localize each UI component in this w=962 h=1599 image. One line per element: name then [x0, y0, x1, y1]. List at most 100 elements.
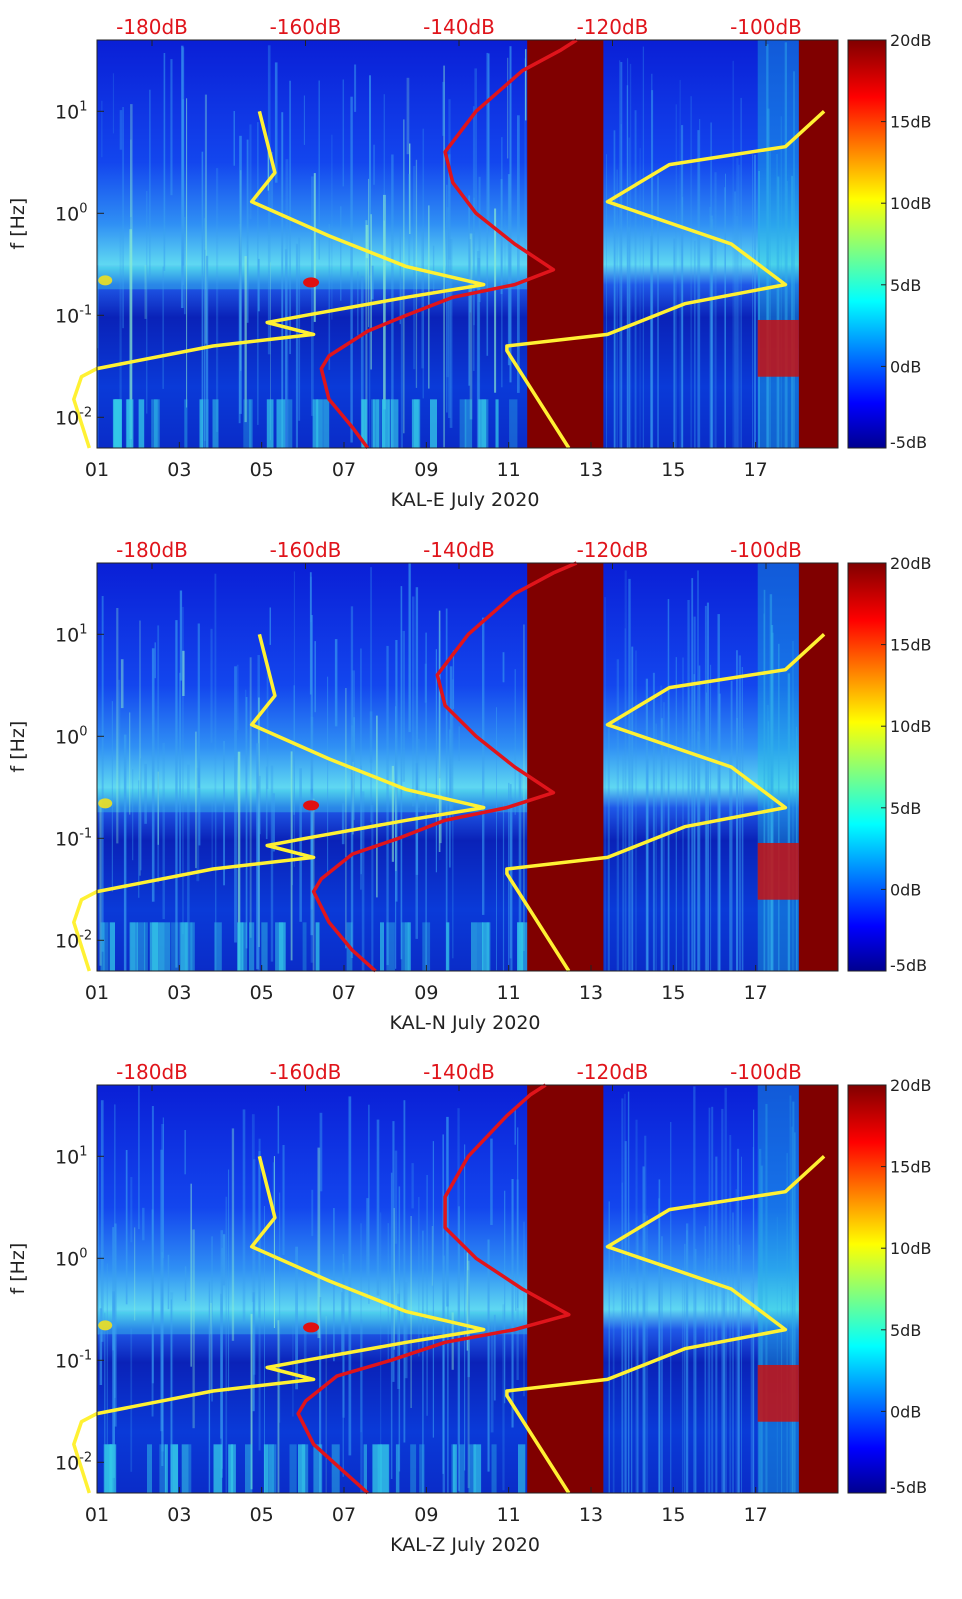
lf-block [104, 1444, 113, 1494]
streak [741, 1156, 742, 1493]
streak [738, 1244, 740, 1493]
streak [196, 767, 200, 882]
x-tick-label: 03 [167, 459, 191, 481]
streak [393, 1208, 395, 1350]
streak [736, 158, 739, 448]
streak [667, 599, 670, 971]
streak [646, 1215, 649, 1493]
streak [670, 1122, 672, 1493]
streak [319, 1297, 322, 1493]
streak [675, 104, 677, 449]
axes-box [96, 562, 839, 972]
streak [753, 154, 756, 448]
streak [628, 137, 631, 448]
streak [242, 1109, 246, 1322]
streak [386, 645, 389, 966]
streak [523, 624, 525, 951]
streak [112, 73, 114, 134]
streak [650, 236, 653, 448]
streak [234, 666, 237, 943]
streak [621, 1182, 623, 1493]
top-axis-label: -180dB [116, 1060, 188, 1084]
streak [635, 1119, 638, 1493]
streak [791, 1126, 793, 1493]
streak [208, 1281, 211, 1493]
streak [724, 1087, 727, 1493]
colorbar-label: -5dB [890, 956, 927, 975]
streak [457, 1108, 460, 1493]
x-tick-label: 07 [332, 459, 356, 481]
lf-block [468, 1444, 477, 1494]
colorbar-label: 10dB [890, 1239, 932, 1258]
lf-block [266, 399, 274, 449]
hot-spot [98, 798, 113, 809]
data-gap-2 [798, 40, 838, 448]
noisy-block [757, 319, 799, 377]
streak [360, 648, 362, 890]
streak [422, 1230, 424, 1493]
streak [409, 143, 411, 234]
streak [104, 1312, 106, 1493]
streak [352, 670, 355, 820]
streak [452, 650, 455, 709]
streak [681, 196, 684, 448]
streak [395, 640, 398, 902]
x-tick-label: 15 [661, 982, 685, 1004]
streak [204, 249, 206, 441]
streak [154, 642, 156, 679]
streak [447, 1273, 449, 1493]
streak [182, 650, 185, 696]
streak [140, 758, 142, 871]
streak [215, 799, 217, 971]
y-tick-label: 100 [55, 724, 87, 748]
top-axis-label: -160dB [270, 15, 342, 39]
x-tick-label: 17 [744, 982, 768, 1004]
x-tick-label: 03 [167, 1504, 191, 1526]
streak [397, 1293, 400, 1389]
streak [293, 571, 295, 867]
streak [679, 79, 681, 449]
x-tick-label: 07 [332, 1504, 356, 1526]
streak [197, 623, 200, 788]
streak [435, 649, 437, 873]
lf-block [144, 922, 148, 972]
lf-block [130, 922, 138, 972]
lf-block [331, 1444, 340, 1494]
streak [753, 1109, 755, 1493]
streak [266, 667, 269, 790]
lf-block [181, 1444, 189, 1494]
lf-block [147, 1444, 152, 1494]
lf-block [377, 1444, 382, 1494]
streak [651, 73, 653, 449]
streak [163, 53, 166, 271]
streak [624, 1093, 626, 1493]
streak [616, 169, 618, 448]
lf-block [381, 399, 390, 449]
streak [408, 563, 411, 733]
streak [784, 42, 787, 449]
streak [687, 600, 690, 971]
lf-block [136, 922, 146, 972]
streak [639, 148, 641, 448]
streak [134, 1227, 136, 1321]
x-tick-label: 15 [661, 1504, 685, 1526]
streak [769, 594, 773, 971]
lf-block [372, 1444, 382, 1494]
streak [295, 243, 298, 448]
streak [448, 154, 451, 419]
streak [342, 79, 344, 187]
streak [282, 1145, 285, 1255]
streak [697, 130, 700, 448]
streak [402, 630, 405, 782]
panel-1: 01 03 05 07 09 11 13 15 17 KAL-E July 2020 10-2 10-… [7, 15, 932, 511]
streak [251, 1114, 255, 1302]
streak [387, 1223, 389, 1362]
lf-block [100, 922, 105, 972]
top-axis-label: -140dB [423, 1060, 495, 1084]
lf-block [158, 922, 165, 972]
lf-block [237, 922, 244, 972]
y-tick-label: 10-2 [55, 928, 92, 952]
colorbar-label: 20dB [890, 1076, 932, 1095]
streak [395, 784, 397, 872]
streak [612, 1247, 615, 1493]
